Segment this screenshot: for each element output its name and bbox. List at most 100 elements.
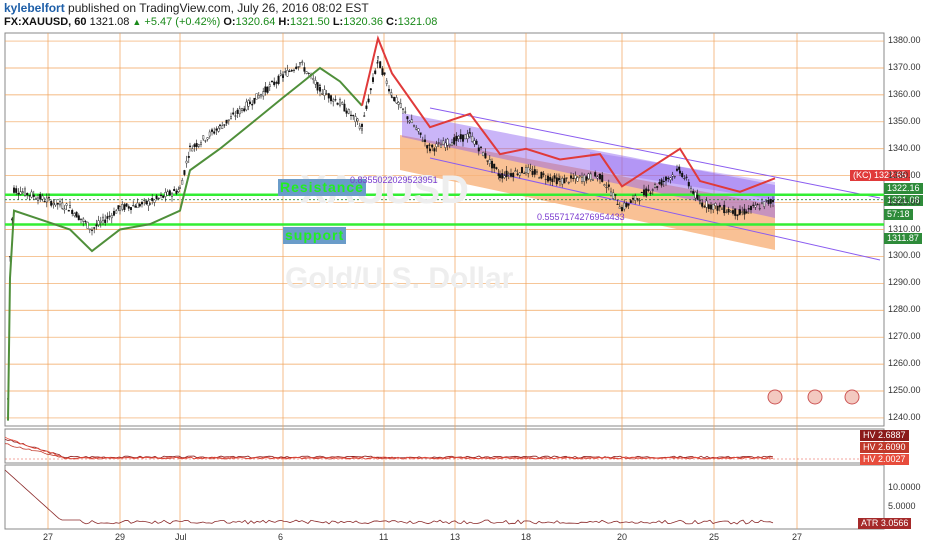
- candle-body: [374, 70, 377, 74]
- candle-body: [662, 181, 665, 183]
- candle-body: [284, 71, 287, 73]
- price-tick-label: 1290.00: [888, 277, 921, 288]
- candle-body: [521, 167, 524, 174]
- candle-body: [772, 199, 775, 203]
- candle-body: [132, 204, 135, 207]
- candle-body: [115, 210, 118, 214]
- candle-body: [413, 125, 416, 127]
- candle-body: [671, 174, 674, 177]
- candle-body: [421, 140, 424, 142]
- candle-body: [240, 108, 243, 111]
- candle-body: [123, 204, 126, 210]
- high-value: 1321.50: [289, 16, 330, 28]
- candle-body: [354, 116, 357, 122]
- candle-body: [482, 152, 485, 157]
- candle-body: [286, 70, 289, 77]
- time-tick-label: 18: [521, 532, 532, 542]
- publisher-user[interactable]: kylebelfort: [4, 1, 65, 15]
- candle-body: [202, 135, 205, 140]
- time-tick-label: Jul: [175, 532, 187, 542]
- price-tick-label: 1260.00: [888, 358, 921, 369]
- candle-body: [106, 216, 109, 219]
- candle-body: [363, 115, 366, 117]
- candle-body: [197, 144, 200, 147]
- candle-body: [647, 189, 650, 191]
- candle-body: [26, 192, 29, 196]
- candle-body: [440, 144, 443, 148]
- candle-body: [457, 136, 460, 140]
- channel-lower-line: [429, 157, 881, 261]
- candle-body: [127, 206, 130, 209]
- time-tick-label: 20: [617, 532, 628, 542]
- candle-body: [694, 191, 697, 199]
- candle-body: [383, 72, 386, 75]
- time-tick-label: 25: [709, 532, 720, 542]
- atr-tick-label: 5.0000: [888, 501, 916, 511]
- candle-body: [75, 211, 78, 218]
- candle-body: [293, 69, 296, 71]
- price-tag: 57:18: [884, 209, 913, 220]
- candle-body: [673, 176, 676, 178]
- price-tag: 1321.08: [884, 195, 923, 206]
- hv-series-line: [4, 436, 774, 460]
- candle-body: [273, 81, 276, 86]
- symbol-name: FX:XAUUSD, 60: [4, 16, 87, 28]
- candle-body: [282, 75, 285, 78]
- candle-body: [696, 194, 699, 200]
- candle-body: [188, 145, 191, 147]
- candle-body: [576, 177, 579, 182]
- candle-body: [93, 227, 96, 229]
- candle-body: [618, 206, 621, 209]
- candle-body: [341, 102, 344, 105]
- candle-body: [41, 195, 44, 200]
- candle-body: [162, 195, 165, 198]
- symbol-bar: FX:XAUUSD, 60 1321.08 ▲ +5.47 (+0.42%) O…: [4, 16, 437, 28]
- candle-body: [433, 148, 436, 152]
- candle-body: [578, 175, 581, 177]
- candle-body: [390, 92, 393, 96]
- candle-body: [551, 178, 554, 183]
- candle-body: [183, 170, 186, 175]
- candle-body: [435, 143, 438, 147]
- candle-body: [332, 99, 335, 102]
- candle-body: [592, 178, 595, 181]
- candle-body: [393, 96, 396, 102]
- candle-body: [243, 108, 246, 112]
- candle-body: [19, 191, 22, 195]
- candle-body: [15, 188, 18, 193]
- candle-body: [43, 201, 46, 203]
- candle-body: [525, 167, 528, 174]
- candle-body: [279, 73, 282, 76]
- candle-body: [723, 204, 726, 214]
- candle-body: [410, 119, 413, 124]
- candle-body: [262, 91, 265, 97]
- close-label: C:: [386, 16, 398, 28]
- candle-body: [518, 172, 521, 176]
- time-tick-label: 13: [450, 532, 461, 542]
- candle-body: [136, 202, 139, 209]
- candle-body: [372, 77, 375, 82]
- trailing-stop-red: [361, 35, 776, 193]
- candle-body: [48, 197, 51, 199]
- publish-info: published on TradingView.com, July 26, 2…: [64, 1, 369, 15]
- candle-body: [330, 95, 333, 102]
- candle-body: [501, 173, 504, 179]
- candle-body: [50, 200, 53, 206]
- candle-body: [559, 179, 562, 182]
- resistance-label[interactable]: Resistance: [278, 179, 366, 196]
- candle-body: [385, 80, 388, 84]
- candle-body: [667, 177, 670, 180]
- candle-body: [88, 228, 91, 231]
- candle-body: [419, 132, 422, 135]
- candle-body: [570, 175, 573, 179]
- candle-body: [54, 199, 57, 206]
- candle-body: [572, 177, 575, 179]
- support-label[interactable]: support: [283, 227, 347, 244]
- hv-value-label: HV 2.6090: [860, 442, 909, 453]
- candle-body: [643, 189, 646, 196]
- candle-body: [627, 203, 630, 206]
- hv-value-label: HV 2.0027: [860, 454, 909, 465]
- candle-body: [745, 211, 748, 214]
- candle-body: [208, 131, 211, 137]
